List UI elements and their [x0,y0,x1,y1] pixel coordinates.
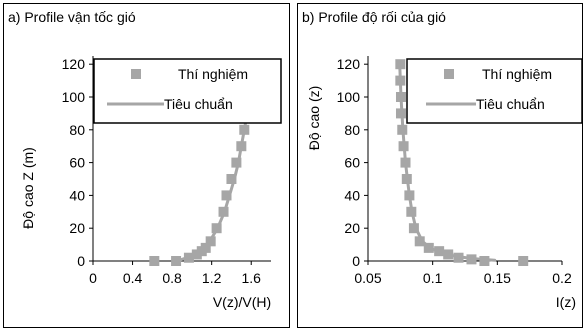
panel-a-legend-label-experiment: Thí nghiệm [178,66,248,82]
panel-a-data-point [221,190,232,201]
panel-b-frame [297,3,583,328]
panel-b-x-tick-label: 0.1 [423,270,443,286]
panel-b-legend-label-experiment: Thí nghiệm [482,66,552,82]
panel-a-title: a) Profile vận tốc gió [8,9,136,25]
panel-a: a) Profile vận tốc gió Độ cao Z (m) V(z)… [3,3,290,328]
panel-b: b) Profile độ rối của gió Độ cao (z) I(z… [297,3,583,328]
panel-b-title: b) Profile độ rối của gió [302,9,446,25]
panel-b-data-point [408,223,419,234]
panel-a-data-point [171,256,182,266]
panel-b-y-tick-label: 40 [344,187,360,203]
panel-b-x-tick-label: 0.15 [484,270,511,286]
panel-a-legend-marker-experiment [131,69,141,79]
panel-a-x-tick-label: 0 [89,270,97,286]
panel-a-legend-frame [93,58,282,124]
panel-b-x-tick-label: 0.2 [552,270,572,286]
panel-a-y-tick-label: 60 [69,155,85,171]
panel-b-y-tick-label: 80 [344,122,360,138]
panel-b-y-tick-label: 60 [344,155,360,171]
panel-b-legend-marker-experiment [444,69,454,79]
panel-a-x-tick-label: 1.2 [202,270,222,286]
panel-b-y-tick-label: 20 [344,220,360,236]
panel-a-x-tick-label: 0.4 [123,270,143,286]
panel-b-y-label: Độ cao (z) [306,86,322,151]
panel-b-data-point [398,141,409,152]
panel-b-legend: Thí nghiệm Tiêu chuẩn [406,58,583,124]
panel-b-data-point [397,124,408,135]
panel-a-data-point [205,236,216,247]
panel-b-plot: 0 20 40 60 80 100 120 0.05 0.1 0.15 0.2 [337,56,572,286]
panel-b-data-point [443,249,454,260]
panel-b-data-point [479,256,490,266]
panel-b-data-point [395,75,406,86]
panel-b-data-point [518,256,529,266]
panel-a-x-tick-label: 0.8 [162,270,182,286]
panel-b-x-tick-label: 0.05 [354,270,381,286]
panel-b-data-point [414,236,425,247]
panel-a-data-point [226,174,237,184]
panel-a-data-point [211,223,222,234]
panel-a-y-tick-label: 20 [69,220,85,236]
panel-b-data-point [400,157,411,168]
panel-a-frame [3,3,290,328]
panel-b-data-point [404,190,415,201]
panel-b-data-point [466,254,477,265]
panel-a-legend-label-standard: Tiêu chuẩn [164,96,233,112]
panel-a-y-label: Độ cao Z (m) [20,147,36,229]
panel-b-data-point [434,246,445,257]
panel-a-data-point [236,141,247,152]
panel-a-data-point [231,157,242,168]
panel-a-y-tick-label: 40 [69,187,85,203]
panel-b-data-point [395,92,406,102]
panel-a-y-tick-label: 0 [77,253,85,269]
panel-b-data-point [423,242,434,253]
panel-a-data-point [218,206,229,217]
panel-a-y-tick-label: 120 [62,56,86,72]
panel-a-x-tick-label: 1.6 [241,270,261,286]
panel-b-legend-frame [406,58,583,124]
panel-b-y-tick-label: 120 [337,56,361,72]
panel-a-data-point [200,242,211,253]
panel-b-legend-label-standard: Tiêu chuẩn [476,96,545,112]
panel-b-data-point [406,206,417,217]
panel-a-y-tick-label: 80 [69,122,85,138]
panel-b-x-label: I(z) [556,294,576,310]
panel-b-data-point [395,108,406,119]
panel-a-x-label: V(z)/V(H) [213,294,271,310]
panel-a-data-point [183,252,194,263]
panel-a-legend: Thí nghiệm Tiêu chuẩn [93,58,282,124]
panel-b-data-point [401,174,412,184]
panel-b-data-point [453,252,464,263]
panel-a-data-point [149,256,160,266]
panel-b-data-point [395,59,406,70]
panel-b-y-tick-label: 100 [337,89,361,105]
panel-a-data-point [239,124,250,135]
panel-a-y-tick-label: 100 [62,89,86,105]
panel-b-y-tick-label: 0 [352,253,360,269]
